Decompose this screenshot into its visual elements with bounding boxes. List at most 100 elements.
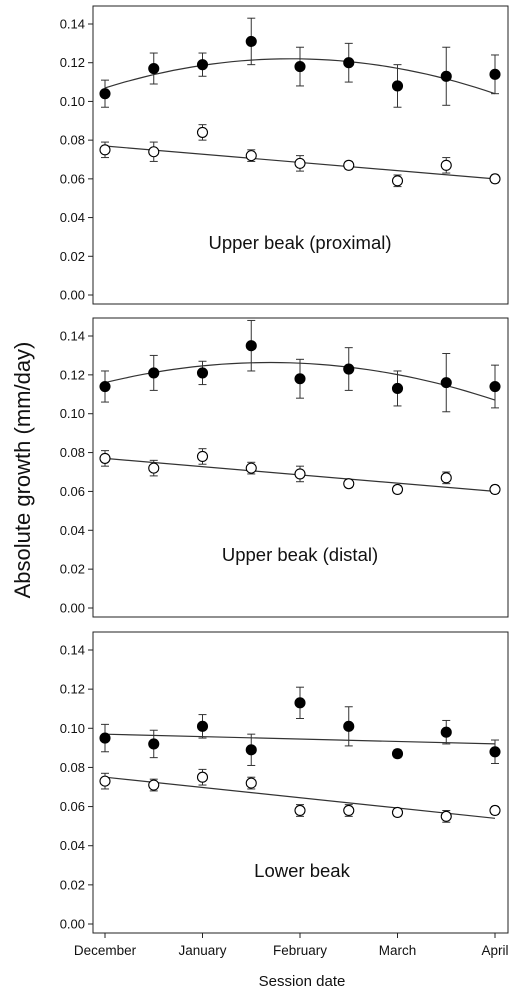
data-point [294, 465, 306, 483]
marker-filled [440, 70, 452, 82]
data-point [489, 364, 501, 409]
y-tick-label: 0.08 [60, 760, 85, 775]
plot-frame [92, 5, 509, 305]
y-tick-label: 0.10 [60, 94, 85, 109]
marker-open [196, 126, 209, 138]
marker-filled [343, 720, 355, 732]
data-point [343, 478, 355, 490]
data-point [196, 448, 209, 465]
marker-filled [196, 59, 209, 71]
data-point [391, 483, 404, 496]
marker-filled [489, 380, 501, 393]
data-point [391, 174, 404, 188]
marker-filled [294, 373, 306, 385]
y-tick-label: 0.10 [60, 406, 85, 421]
data-point [343, 42, 355, 83]
fit-line [104, 776, 496, 819]
marker-filled [196, 720, 209, 732]
data-point [294, 686, 306, 719]
y-tick-label: 0.10 [60, 721, 85, 736]
y-tick-label: 0.14 [60, 17, 85, 32]
marker-open [440, 810, 452, 822]
data-point [489, 173, 501, 185]
data-point [245, 319, 257, 372]
data-point [99, 79, 111, 108]
marker-filled [489, 746, 501, 758]
x-axis-label: Session date [259, 973, 346, 990]
panel-3: 0.00 0.02 0.04 0.06 0.08 0.10 0.12 0.14 December… [60, 631, 509, 958]
marker-open [294, 157, 306, 169]
marker-filled [294, 61, 306, 73]
y-tick-label: 0.12 [60, 367, 85, 382]
x-tick-label: February [273, 943, 327, 958]
plot-frame [92, 317, 509, 618]
data-point [196, 768, 209, 786]
marker-filled [148, 738, 160, 750]
marker-filled [391, 748, 404, 760]
y-tick-label: 0.04 [60, 838, 85, 853]
marker-filled [148, 367, 160, 379]
marker-open [99, 775, 111, 787]
marker-filled [391, 382, 404, 395]
data-point [196, 360, 209, 386]
data-point [294, 358, 306, 399]
panel-1: 0.00 0.02 0.04 0.06 0.08 0.10 0.12 0.14 Upper be… [60, 5, 509, 305]
marker-open [294, 468, 306, 480]
marker-filled [245, 340, 257, 352]
data-point [196, 714, 209, 739]
marker-open [440, 472, 452, 484]
panel-title: Upper beak (distal) [222, 544, 378, 565]
marker-filled [391, 80, 404, 92]
data-point [148, 52, 160, 85]
data-point [440, 719, 452, 745]
data-point [294, 46, 306, 87]
marker-open [391, 806, 404, 818]
data-point [391, 64, 404, 108]
series-filled [99, 686, 501, 766]
marker-open [196, 450, 209, 463]
marker-open [489, 173, 501, 185]
marker-open [294, 804, 306, 817]
data-point [489, 54, 501, 95]
y-tick-label: 0.00 [60, 288, 85, 303]
data-point [245, 776, 257, 790]
marker-open [489, 483, 501, 496]
data-point [440, 157, 452, 174]
data-point [489, 739, 501, 765]
marker-open [440, 159, 452, 171]
x-tick-label: January [178, 943, 226, 958]
y-tick-label: 0.12 [60, 682, 85, 697]
marker-filled [245, 744, 257, 756]
series-filled [99, 319, 501, 413]
data-point [440, 809, 452, 823]
data-point [196, 52, 209, 77]
y-tick-label: 0.00 [60, 917, 85, 932]
y-tick-label: 0.14 [60, 643, 85, 658]
data-point [148, 729, 160, 759]
data-point [343, 804, 355, 817]
panel-title: Upper beak (proximal) [208, 232, 391, 253]
data-point [440, 471, 452, 485]
data-point [99, 772, 111, 790]
data-point [294, 804, 306, 817]
data-point [489, 483, 501, 496]
y-tick-label: 0.12 [60, 55, 85, 70]
marker-filled [440, 726, 452, 738]
marker-filled [99, 732, 111, 744]
panel-2: 0.00 0.02 0.04 0.06 0.08 0.10 0.12 0.14 Upper be… [60, 317, 509, 618]
marker-filled [440, 377, 452, 389]
y-tick-label: 0.04 [60, 523, 85, 538]
marker-filled [148, 62, 160, 75]
data-point [99, 723, 111, 753]
marker-filled [196, 367, 209, 379]
marker-filled [343, 57, 355, 69]
marker-filled [245, 35, 257, 47]
y-tick-label: 0.02 [60, 249, 85, 264]
series-open [99, 768, 501, 823]
data-point [99, 141, 111, 159]
marker-open [343, 478, 355, 490]
marker-open [148, 146, 160, 158]
series-open [99, 448, 501, 496]
x-tick-label: December [74, 943, 137, 958]
series-open [99, 124, 501, 188]
